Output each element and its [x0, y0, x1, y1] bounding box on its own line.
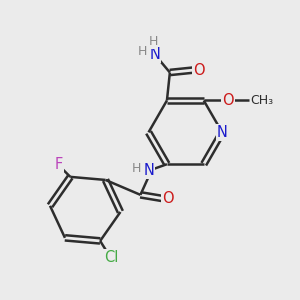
Text: F: F	[55, 157, 63, 172]
Text: CH₃: CH₃	[250, 94, 274, 107]
Text: N: N	[149, 47, 160, 62]
Text: O: O	[222, 93, 234, 108]
Text: N: N	[217, 125, 228, 140]
Text: H: H	[148, 35, 158, 48]
Text: N: N	[143, 163, 154, 178]
Text: Cl: Cl	[104, 250, 118, 265]
Text: H: H	[132, 162, 141, 175]
Text: O: O	[162, 191, 174, 206]
Text: H: H	[137, 45, 147, 58]
Text: O: O	[194, 63, 205, 78]
